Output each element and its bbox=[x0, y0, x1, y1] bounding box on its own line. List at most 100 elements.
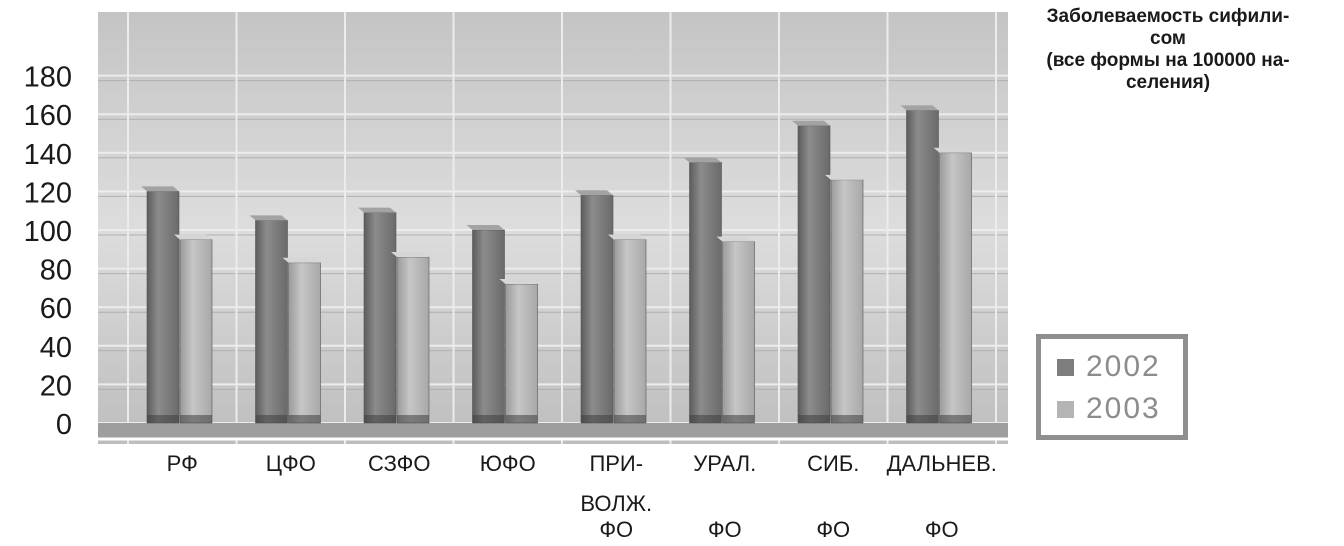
bar-base bbox=[288, 415, 321, 423]
bar-top bbox=[608, 234, 646, 240]
bar-top bbox=[282, 257, 321, 263]
bar-top bbox=[933, 147, 972, 153]
x-tick-label: ФО bbox=[708, 517, 742, 542]
bar-2003-5 bbox=[716, 236, 755, 424]
x-tick-label: УРАЛ. bbox=[693, 451, 756, 476]
bar-2002-1 bbox=[249, 215, 288, 424]
bar-base bbox=[147, 415, 179, 423]
x-tick-label: ЦФО bbox=[266, 451, 316, 476]
plot-floor bbox=[98, 423, 1008, 439]
bar-top bbox=[141, 186, 179, 192]
bar-top bbox=[391, 252, 429, 258]
legend-swatch-2002 bbox=[1057, 358, 1074, 376]
bar-face bbox=[146, 191, 180, 424]
x-tick-label: ПРИ- bbox=[589, 451, 643, 476]
y-tick-label: 140 bbox=[24, 139, 72, 171]
bar-2002-2 bbox=[358, 207, 397, 424]
bar-base bbox=[722, 415, 755, 423]
legend-item-2002: 2002 bbox=[1057, 347, 1161, 387]
legend: 2002 2003 bbox=[1036, 334, 1188, 440]
bar-face bbox=[722, 241, 755, 424]
title-line: Заболеваемость сифили- bbox=[1046, 6, 1290, 27]
bar-face bbox=[472, 229, 505, 424]
bar-face bbox=[580, 194, 614, 424]
bar-face bbox=[288, 262, 321, 424]
bar-base bbox=[581, 415, 613, 423]
y-axis-ticks: 0 20 40 60 80 100 120 140 160 180 bbox=[24, 62, 72, 441]
bar-base bbox=[939, 415, 972, 423]
bar-2003-3 bbox=[499, 279, 538, 424]
bar-2003-4 bbox=[608, 234, 647, 424]
bar-2002-5 bbox=[683, 157, 722, 424]
bar-top bbox=[174, 234, 212, 240]
bar-top bbox=[825, 174, 863, 180]
x-axis-ticks: РФ ЦФО СЗФО ЮФО ПРИ-ВОЛЖ.ФОУРАЛ.ФОСИБ.ФОДАЛЬ… bbox=[167, 451, 997, 542]
bars bbox=[141, 105, 972, 424]
legend-item-2003: 2003 bbox=[1057, 389, 1161, 429]
title-line: сом bbox=[1150, 28, 1186, 49]
bar-face bbox=[830, 179, 864, 424]
title-line: селения) bbox=[1125, 72, 1211, 93]
bar-2002-0 bbox=[141, 186, 180, 424]
y-tick-label: 80 bbox=[40, 255, 72, 287]
bar-2002-7 bbox=[900, 105, 939, 424]
bar-face bbox=[505, 283, 538, 424]
bar-2002-6 bbox=[792, 120, 831, 424]
bar-base bbox=[505, 415, 538, 423]
legend-label-2002: 2002 bbox=[1086, 350, 1161, 383]
bar-top bbox=[900, 105, 939, 111]
x-tick-label: СЗФО bbox=[368, 451, 431, 476]
y-tick-label: 160 bbox=[24, 100, 72, 132]
bar-base bbox=[255, 415, 288, 423]
y-tick-label: 60 bbox=[40, 293, 72, 325]
legend-swatch-2003 bbox=[1057, 400, 1074, 418]
bar-base bbox=[831, 415, 863, 423]
bar-base bbox=[798, 415, 830, 423]
x-tick-label: РФ bbox=[167, 451, 198, 476]
bar-2002-4 bbox=[575, 190, 614, 424]
bar-top bbox=[683, 157, 722, 163]
bar-face bbox=[906, 110, 939, 424]
bar-top bbox=[466, 225, 505, 230]
bar-base bbox=[364, 415, 396, 423]
bar-top bbox=[499, 279, 538, 285]
bar-face bbox=[689, 162, 722, 424]
y-tick-label: 180 bbox=[24, 62, 72, 94]
y-tick-label: 20 bbox=[40, 370, 72, 402]
bar-2003-1 bbox=[282, 257, 321, 424]
plot-wall bbox=[98, 12, 1008, 444]
x-tick-label: ФО bbox=[925, 517, 959, 542]
x-tick-label: СИБ. bbox=[807, 451, 859, 476]
bar-face bbox=[396, 256, 430, 424]
bar-2003-0 bbox=[174, 234, 213, 424]
bar-top bbox=[249, 215, 288, 221]
bar-top bbox=[575, 190, 613, 196]
bar-2002-3 bbox=[466, 225, 505, 424]
x-tick-label: ФО bbox=[599, 517, 633, 542]
bar-base bbox=[397, 415, 429, 423]
y-tick-label: 0 bbox=[56, 409, 72, 441]
bar-top bbox=[358, 207, 396, 213]
bar-base bbox=[906, 415, 939, 423]
x-tick-label: ЮФО bbox=[480, 451, 536, 476]
bar-2003-2 bbox=[391, 252, 430, 424]
bar-top bbox=[716, 236, 755, 242]
chart-title: Заболеваемость сифили- сом (все формы на… bbox=[1010, 6, 1326, 94]
bar-face bbox=[255, 220, 288, 424]
y-tick-label: 100 bbox=[24, 216, 72, 248]
x-tick-label: ДАЛЬНЕВ. bbox=[887, 451, 997, 476]
bar-2003-7 bbox=[933, 147, 972, 424]
y-tick-label: 120 bbox=[24, 177, 72, 209]
bar-base bbox=[614, 415, 646, 423]
title-line: (все формы на 100000 на- bbox=[1046, 50, 1290, 71]
bar-base bbox=[689, 415, 722, 423]
bar-face bbox=[613, 239, 647, 424]
bar-face bbox=[363, 212, 397, 424]
bar-face bbox=[797, 125, 831, 424]
bar-base bbox=[472, 415, 505, 423]
y-tick-label: 40 bbox=[40, 332, 72, 364]
bar-face bbox=[179, 239, 213, 424]
x-tick-label: ФО bbox=[816, 517, 850, 542]
legend-label-2003: 2003 bbox=[1086, 392, 1161, 425]
